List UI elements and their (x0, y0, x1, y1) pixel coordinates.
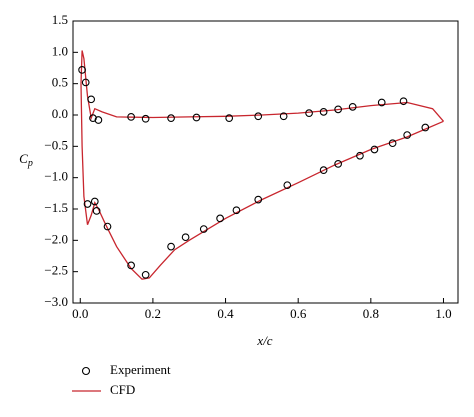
experiment-point (141, 114, 150, 123)
y-tick-label: −1.5 (44, 200, 68, 215)
experiment-point (167, 114, 175, 122)
legend-label: Experiment (110, 362, 171, 377)
experiment-point (87, 95, 96, 104)
experiment-point (127, 113, 135, 121)
cfd-line (80, 50, 444, 280)
plot-frame (72, 20, 459, 304)
x-tick-label: 0.2 (145, 306, 161, 321)
y-axis-label: Cp (19, 151, 33, 169)
x-tick-label: 0.8 (363, 306, 379, 321)
x-tick-label: 0.4 (217, 306, 234, 321)
y-tick-label: 1.0 (52, 43, 68, 58)
y-axis-label-main: C (19, 151, 28, 166)
legend-marker (81, 366, 91, 376)
experiment-point (83, 200, 92, 208)
experiment-point (232, 206, 241, 215)
experiment-point (81, 78, 90, 87)
experiment-point (167, 242, 175, 251)
y-tick-label: 1.5 (52, 12, 68, 27)
x-axis-label: x/c (256, 333, 272, 348)
experiment-point (78, 66, 86, 74)
experiment-point (356, 151, 364, 160)
experiment-point (348, 103, 357, 111)
experiment-point (370, 145, 379, 154)
experiment-point (90, 197, 99, 206)
y-tick-label: −3.0 (44, 294, 68, 309)
y-tick-label: 0.5 (52, 75, 68, 90)
x-tick-label: 1.0 (435, 306, 451, 321)
y-axis-label-sub: p (27, 158, 33, 169)
experiment-point (319, 166, 328, 174)
experiment-point (192, 113, 201, 122)
y-tick-label: −2.0 (44, 231, 68, 246)
x-tick-label: 0.0 (72, 306, 88, 321)
experiment-point (141, 270, 150, 279)
experiment-point (283, 181, 292, 190)
y-tick-label: −2.5 (44, 263, 68, 278)
experiment-point (399, 97, 408, 106)
experiment-point (181, 233, 190, 242)
experiment-point (199, 225, 208, 233)
y-tick-label: 0.0 (52, 106, 68, 121)
experiment-point (127, 261, 135, 270)
x-tick-label: 0.6 (290, 306, 307, 321)
experiment-point (305, 109, 313, 117)
experiment-point (92, 207, 101, 215)
experiment-point (388, 139, 397, 148)
experiment-point (94, 116, 103, 124)
experiment-point (279, 112, 288, 121)
experiment-point (254, 112, 263, 121)
experiment-point (421, 123, 430, 132)
experiment-point (334, 160, 342, 168)
experiment-point (216, 214, 224, 223)
experiment-point (225, 114, 234, 122)
y-tick-label: −0.5 (44, 137, 68, 152)
experiment-point (319, 108, 328, 116)
y-tick-label: −1.0 (44, 169, 68, 184)
experiment-point (103, 222, 112, 231)
experiment-point (403, 131, 412, 139)
experiment-point (254, 195, 263, 204)
experiment-point (334, 105, 342, 114)
experiment-point (377, 98, 386, 107)
legend-label: CFD (110, 382, 135, 397)
experiment-point (89, 114, 97, 122)
